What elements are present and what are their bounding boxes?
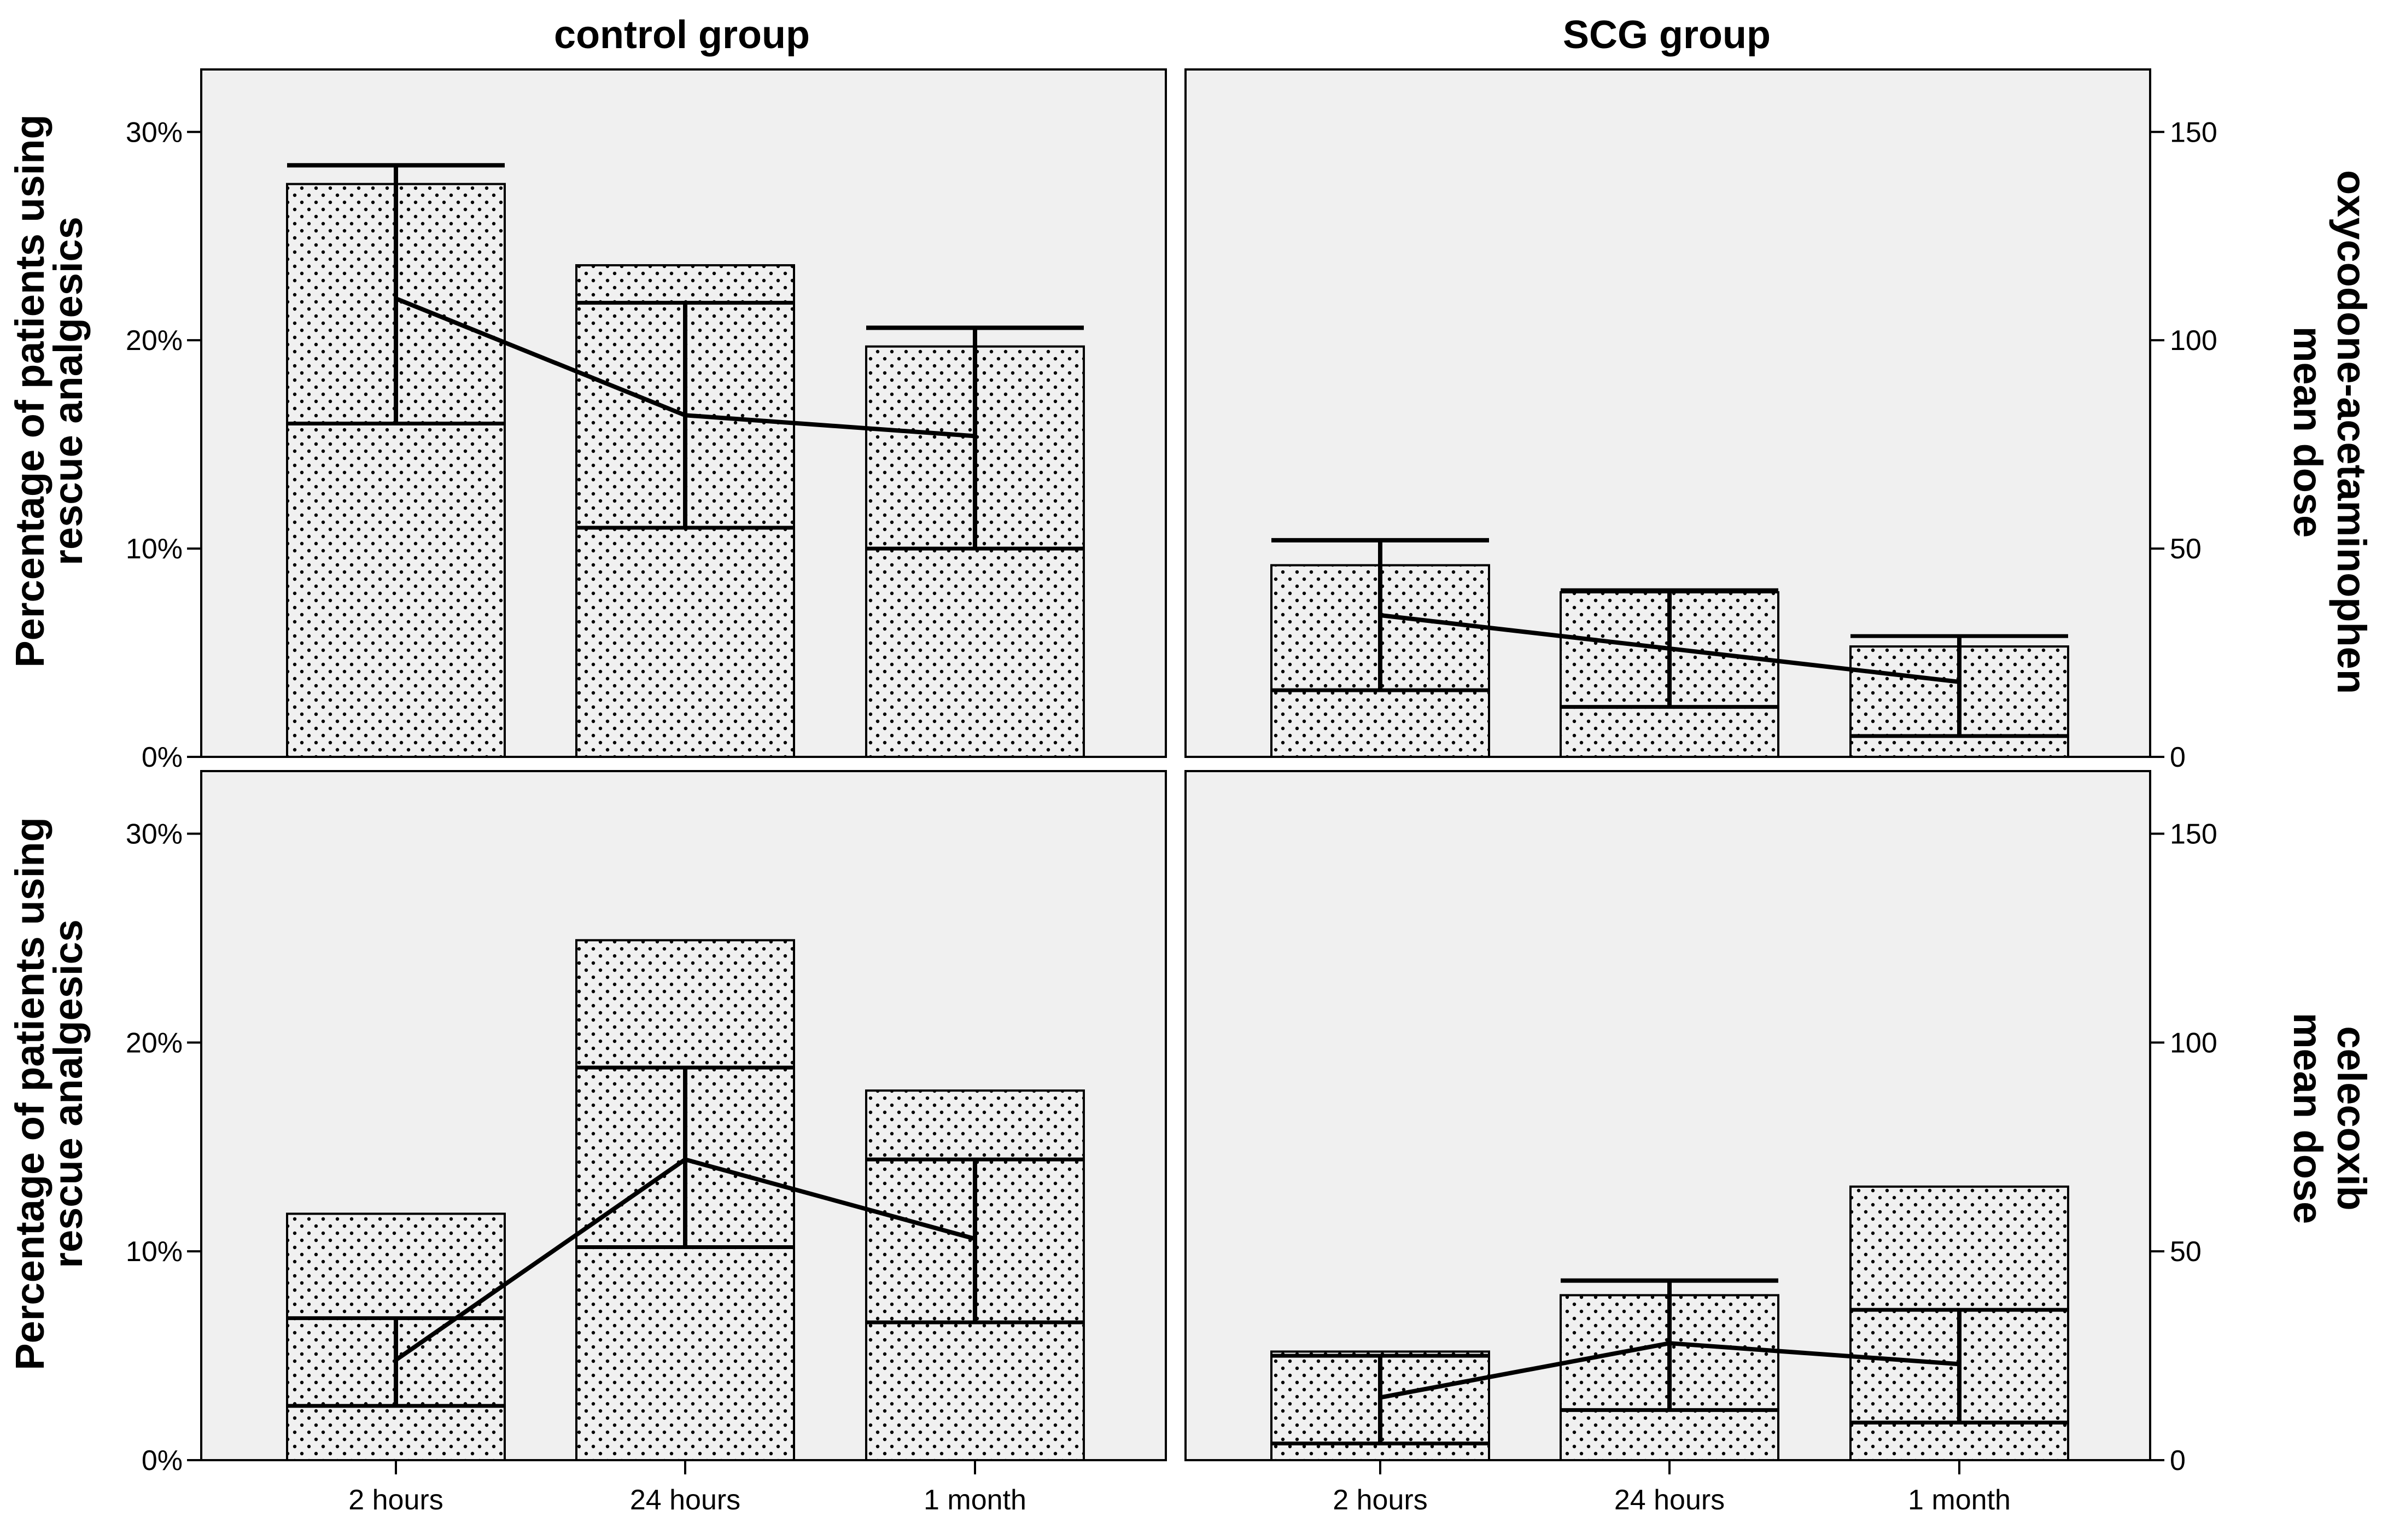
x-axis-tick-label: 24 hours [630, 1484, 740, 1516]
right-axis-tick-label: 50 [2170, 1236, 2202, 1268]
mean-dose-line [1380, 1341, 1960, 1400]
right-axis-tick-label: 100 [2170, 325, 2217, 357]
panel-oxycodone-scg: 0 50 100 150 [1184, 68, 2217, 773]
left-axis-tick-label: 10% [126, 1236, 183, 1268]
panel-celecoxib-control: 0% 10% 20% 30% 2 hours 24 hours 1 month [126, 770, 1167, 1516]
x-axis-tick-label: 1 month [924, 1484, 1026, 1516]
row-label-celecoxib-mean-dose: mean dose [2285, 1013, 2331, 1224]
left-axis-title-bottom-line1: Percentage of patients using [7, 817, 52, 1370]
column-title-scg: SCG group [1563, 13, 1771, 57]
panels: 0% 10% 20% 30% 0 50 100 150 0% 10% 20% 30% 2 hours 24… [126, 68, 2217, 1516]
column-title-control: control group [554, 13, 810, 57]
left-axis-tick-label: 30% [126, 116, 183, 148]
column-titles: control group SCG group [554, 13, 1771, 57]
left-axis-title-bottom-line2: rescue analgesics [45, 919, 91, 1268]
left-axis-tick-label: 0% [142, 1445, 183, 1477]
x-axis-tick-label: 24 hours [1614, 1484, 1725, 1516]
x-axis-tick-label: 2 hours [1333, 1484, 1427, 1516]
row-label-oxycodone-mean-dose: mean dose [2285, 326, 2331, 538]
right-axis-tick-label: 150 [2170, 819, 2217, 850]
left-axis-titles: Percentage of patients using rescue anal… [7, 114, 91, 1370]
mean-dose-line [394, 1157, 976, 1362]
left-axis-title-top-line1: Percentage of patients using [7, 114, 52, 668]
right-axis-tick-label: 0 [2170, 742, 2186, 773]
left-axis-title-top-line2: rescue analgesics [45, 217, 91, 565]
right-axis-tick-label: 50 [2170, 533, 2202, 565]
row-label-oxycodone: oxycodone-acetaminophen [2329, 170, 2374, 694]
right-axis-tick-label: 100 [2170, 1027, 2217, 1059]
panel-oxycodone-control: 0% 10% 20% 30% [126, 68, 1167, 773]
mean-dose-line [1380, 613, 1960, 684]
left-axis-tick-label: 20% [126, 325, 183, 357]
panel-celecoxib-scg: 0 50 100 150 2 hours 24 hours 1 month [1184, 770, 2217, 1516]
right-axis-tick-label: 0 [2170, 1445, 2186, 1477]
left-axis-tick-label: 0% [142, 742, 183, 773]
mean-dose-line [395, 296, 976, 439]
left-axis-tick-label: 30% [126, 819, 183, 850]
right-axis-tick-label: 150 [2170, 116, 2217, 148]
left-axis-tick-label: 10% [126, 533, 183, 565]
x-axis-tick-label: 2 hours [348, 1484, 443, 1516]
x-axis-tick-label: 1 month [1908, 1484, 2011, 1516]
right-axis-titles: oxycodone-acetaminophen mean dose celeco… [2285, 170, 2374, 1224]
left-axis-tick-label: 20% [126, 1027, 183, 1059]
row-label-celecoxib: celecoxib [2329, 1026, 2374, 1210]
